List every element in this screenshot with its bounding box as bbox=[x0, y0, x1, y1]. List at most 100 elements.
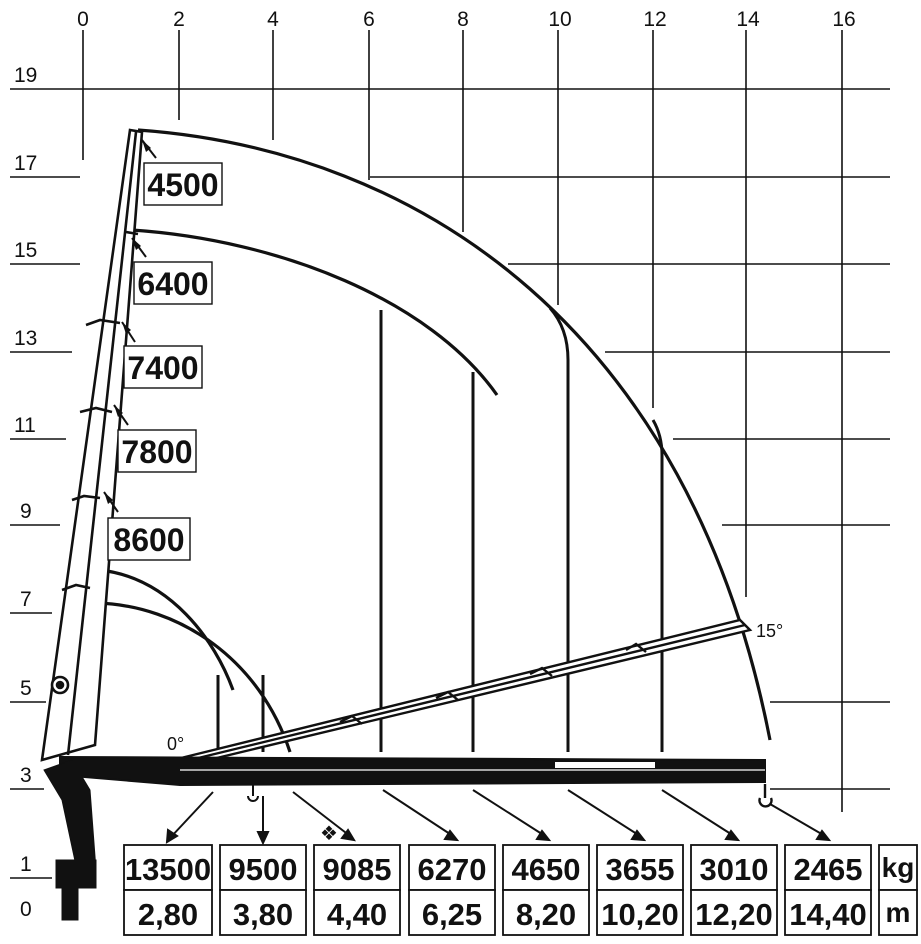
arrow-icon bbox=[256, 831, 270, 846]
load-value: 3010 bbox=[700, 852, 769, 887]
table-column: 4650 8,20 bbox=[502, 844, 590, 936]
load-cell-box bbox=[408, 844, 496, 891]
boom-section-joint-5 bbox=[61, 583, 91, 592]
capacity-7400: 7400 bbox=[121, 321, 203, 389]
x-tick-label: 6 bbox=[363, 8, 375, 31]
outer-reach-arc bbox=[137, 128, 772, 741]
table-column: 13500 2,80 bbox=[123, 844, 213, 936]
arrow-icon bbox=[122, 322, 131, 334]
radius-value: 2,80 bbox=[138, 897, 198, 932]
capacity-box bbox=[123, 345, 203, 389]
load-value: 3655 bbox=[606, 852, 675, 887]
reach-envelopes bbox=[95, 128, 772, 753]
capacity-box bbox=[117, 429, 197, 473]
arrow-icon bbox=[165, 828, 179, 844]
radius-cell-box bbox=[502, 889, 590, 936]
load-value: 4650 bbox=[512, 852, 581, 887]
capacity-value: 7400 bbox=[127, 350, 198, 386]
capacity-6400: 6400 bbox=[131, 237, 213, 305]
boom-pivot-pin bbox=[55, 680, 65, 690]
y-tick-label: 5 bbox=[20, 677, 32, 700]
inclined-boom bbox=[180, 618, 753, 764]
radius-unit-label: m bbox=[886, 897, 911, 928]
radius-value: 12,20 bbox=[695, 897, 773, 932]
leader-line bbox=[472, 789, 546, 837]
inner-reach-arc-2 bbox=[99, 568, 235, 691]
capacity-8600: 8600 bbox=[103, 491, 191, 561]
x-axis-ticks: 0 2 4 6 8 10 12 14 16 bbox=[77, 8, 856, 31]
inclined-joint-1 bbox=[339, 714, 363, 725]
radius-cell-box bbox=[784, 889, 872, 936]
capacity-box bbox=[143, 162, 223, 206]
y-tick-label: 9 bbox=[20, 500, 32, 523]
radius-cell-box bbox=[123, 889, 213, 936]
inner-reach-arc-1 bbox=[95, 601, 292, 753]
y-tick-label: 7 bbox=[20, 588, 32, 611]
arrow-icon bbox=[142, 140, 151, 152]
table-leaders bbox=[165, 789, 832, 846]
load-unit-label: kg bbox=[882, 852, 915, 883]
max-angle-label: 15° bbox=[756, 621, 783, 641]
y-tick-label: 0 bbox=[20, 898, 32, 921]
min-angle-label: 0° bbox=[167, 734, 184, 754]
y-axis-ticks: 19 17 15 13 11 9 7 5 3 1 0 bbox=[14, 64, 37, 921]
y-tick-label: 1 bbox=[20, 853, 32, 876]
load-cell-box bbox=[784, 844, 872, 891]
special-marker-icon: ❖ bbox=[320, 823, 338, 845]
capacity-box bbox=[107, 517, 191, 561]
boom-capacity-labels: 4500 6400 7400 7800 8600 bbox=[103, 139, 223, 561]
arrow-icon bbox=[630, 829, 647, 842]
vertical-boom bbox=[40, 128, 144, 762]
capacity-7800: 7800 bbox=[113, 404, 197, 473]
radius-value: 8,20 bbox=[516, 897, 576, 932]
boom-vertical-center-line bbox=[66, 131, 138, 756]
x-tick-label: 4 bbox=[267, 8, 279, 31]
unit-cell-box bbox=[878, 889, 918, 936]
y-tick-label: 11 bbox=[14, 414, 36, 437]
drop-line-5 bbox=[548, 307, 570, 752]
capacity-value: 8600 bbox=[113, 522, 184, 558]
table-column: 6270 6,25 bbox=[408, 844, 496, 936]
boom-inclined-center-line bbox=[189, 623, 746, 762]
load-cell-box bbox=[219, 844, 307, 891]
arrow-icon bbox=[104, 492, 113, 504]
y-tick-label: 3 bbox=[20, 764, 32, 787]
hook-icon bbox=[758, 784, 773, 808]
arrow-icon bbox=[443, 829, 460, 842]
x-tick-label: 10 bbox=[548, 8, 571, 31]
radius-cell-box bbox=[313, 889, 401, 936]
table-column: 3010 12,20 bbox=[690, 844, 778, 936]
leader-line bbox=[769, 803, 826, 837]
boom-section-window bbox=[555, 762, 655, 768]
radius-value: 14,40 bbox=[789, 897, 867, 932]
crane-column bbox=[43, 759, 97, 921]
table-column: 3655 10,20 bbox=[596, 844, 684, 936]
boom-section-joint-2 bbox=[85, 318, 121, 327]
boom-section-joint-1 bbox=[125, 230, 139, 236]
inclined-joint-4 bbox=[625, 642, 647, 653]
capacity-value: 6400 bbox=[137, 266, 208, 302]
column-base-upper bbox=[55, 859, 97, 889]
auxiliary-hook-icon bbox=[247, 784, 259, 802]
arrow-icon bbox=[114, 405, 123, 417]
radius-cell-box bbox=[596, 889, 684, 936]
second-reach-arc bbox=[131, 228, 499, 396]
table-column: 9500 3,80 bbox=[219, 844, 307, 936]
radius-value: 3,80 bbox=[233, 897, 293, 932]
unit-cell-box bbox=[878, 844, 918, 891]
arrow-icon bbox=[535, 829, 552, 842]
y-tick-label: 19 bbox=[14, 64, 37, 87]
x-tick-label: 2 bbox=[173, 8, 185, 31]
boom-horizontal-body bbox=[59, 755, 766, 787]
leader-line bbox=[169, 791, 214, 839]
radius-value: 6,25 bbox=[422, 897, 482, 932]
table-column: 2465 14,40 bbox=[784, 844, 872, 936]
load-value: 9085 bbox=[323, 852, 392, 887]
leader-line bbox=[382, 789, 454, 837]
leader-line bbox=[661, 789, 735, 837]
boom-section-joint-4 bbox=[71, 494, 101, 502]
inclined-joint-2 bbox=[435, 690, 459, 701]
load-value: 6270 bbox=[418, 852, 487, 887]
